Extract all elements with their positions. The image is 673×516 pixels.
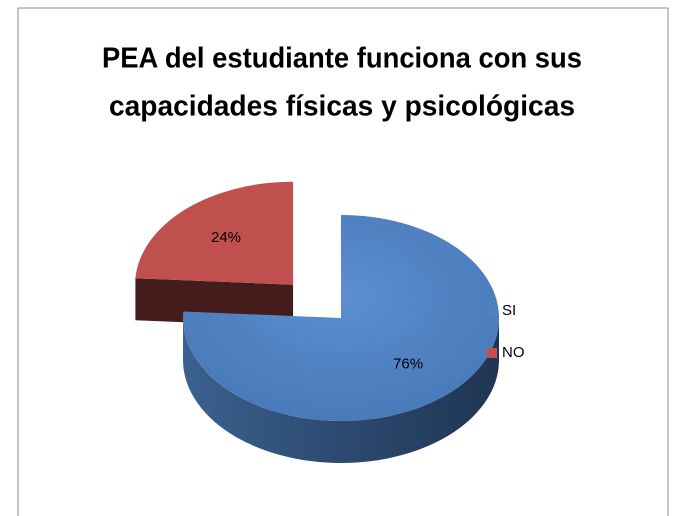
chart-border: [17, 7, 669, 516]
chart-title: capacidades físicas y psicológicas: [109, 91, 575, 123]
legend-swatch: [487, 306, 497, 316]
legend-label: NO: [502, 344, 525, 361]
slice: [183, 215, 499, 421]
chart-title: PEA del estudiante funciona con sus: [102, 43, 582, 75]
slice-side: [183, 318, 499, 463]
slice: [135, 181, 294, 285]
data-label: 76%: [393, 356, 423, 373]
data-label: 24%: [211, 229, 241, 246]
legend-label: SI: [502, 302, 516, 319]
legend-swatch: [487, 348, 497, 358]
